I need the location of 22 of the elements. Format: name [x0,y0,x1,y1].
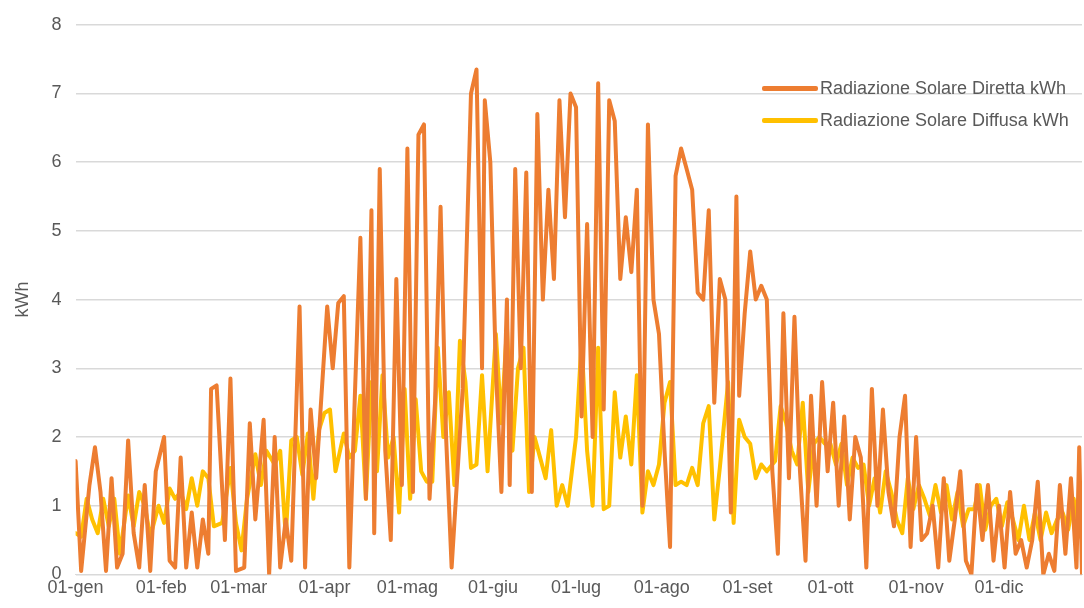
y-tick-label: 3 [51,357,62,378]
x-tick-label: 01-feb [135,577,187,598]
y-tick-label: 5 [51,219,62,240]
x-tick-label: 01-mag [376,577,438,598]
x-tick-label: 01-set [722,577,773,598]
x-tick-label: 01-apr [298,577,351,598]
y-axis-title: kWh [11,281,32,318]
y-tick-label: 4 [51,288,62,309]
x-tick-label: 01-lug [551,577,602,598]
y-tick-label: 7 [51,82,62,103]
x-tick-label: 01-nov [888,577,944,598]
y-tick-label: 2 [51,425,62,446]
y-tick-label: 8 [51,13,62,34]
x-tick-label: 01-ott [807,577,854,598]
x-tick-label: 01-dic [974,577,1024,598]
x-tick-label: 01-giu [468,577,519,598]
x-tick-label: 01-mar [210,577,268,598]
legend-label: Radiazione Solare Diffusa kWh [820,108,1070,132]
x-tick-label: 01-ago [633,577,690,598]
legend-label: Radiazione Solare Diretta kWh [820,76,1068,100]
y-tick-label: 1 [51,494,62,515]
y-tick-label: 6 [51,151,62,172]
